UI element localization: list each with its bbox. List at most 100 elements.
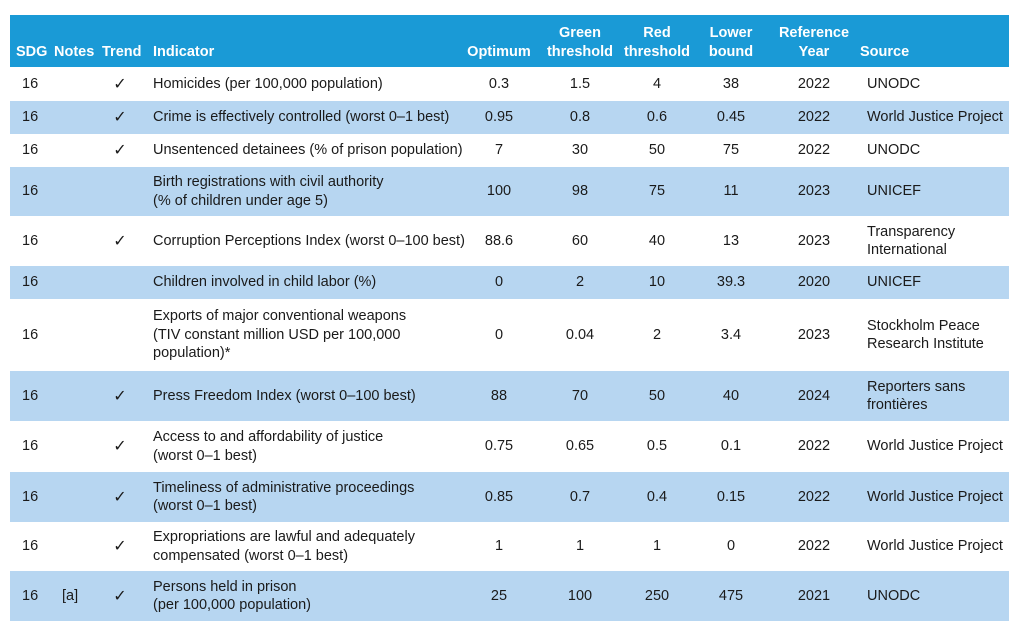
cell-red: 4 xyxy=(619,67,695,101)
cell-indicator: Children involved in child labor (%) xyxy=(153,266,465,299)
cell-optimum: 88.6 xyxy=(462,216,536,266)
cell-green: 0.04 xyxy=(542,299,618,371)
cell-source-text: Stockholm Peace Research Institute xyxy=(867,317,984,353)
cell-green: 0.8 xyxy=(542,101,618,134)
cell-sdg: 16 xyxy=(22,101,52,134)
cell-red: 50 xyxy=(619,134,695,167)
cell-sdg: 16 xyxy=(22,571,52,621)
cell-sdg-text: 16 xyxy=(22,326,39,343)
cell-year-text: 2022 xyxy=(797,538,831,555)
cell-notes: [a] xyxy=(62,571,92,621)
cell-green: 60 xyxy=(542,216,618,266)
cell-green-text: 1.5 xyxy=(569,75,591,92)
cell-year-text: 2020 xyxy=(797,274,831,291)
cell-trend: ✓ xyxy=(105,101,135,134)
cell-green-text: 0.7 xyxy=(569,488,591,505)
cell-year: 2023 xyxy=(772,216,856,266)
cell-indicator: Access to and affordability of justice (… xyxy=(153,421,465,472)
cell-source: UNODC xyxy=(867,134,1009,167)
header-lower-bound: Lower bound xyxy=(696,24,766,62)
cell-source-text: UNODC xyxy=(867,587,921,604)
cell-green-text: 2 xyxy=(575,274,585,291)
cell-optimum: 0 xyxy=(462,299,536,371)
trend-check-icon: ✓ xyxy=(113,585,127,605)
table-row: 16 Children involved in child labor (%) 0 2… xyxy=(10,266,1009,299)
cell-source: Transparency International xyxy=(867,216,1009,266)
cell-source-text: World Justice Project xyxy=(867,109,1003,126)
cell-trend: ✓ xyxy=(105,134,135,167)
cell-sdg: 16 xyxy=(22,522,52,571)
cell-sdg-text: 16 xyxy=(22,183,39,200)
cell-optimum: 100 xyxy=(462,167,536,216)
cell-trend: ✓ xyxy=(105,67,135,101)
cell-sdg: 16 xyxy=(22,167,52,216)
cell-sdg-text: 16 xyxy=(22,232,39,249)
cell-notes xyxy=(62,167,92,216)
cell-indicator-text: Birth registrations with civil authority… xyxy=(153,174,384,209)
cell-year-text: 2023 xyxy=(797,232,831,249)
cell-optimum-text: 0.3 xyxy=(488,75,510,92)
cell-notes xyxy=(62,134,92,167)
cell-lower-text: 0 xyxy=(726,538,736,555)
cell-optimum: 25 xyxy=(462,571,536,621)
cell-source-text: UNODC xyxy=(867,75,921,92)
cell-optimum: 7 xyxy=(462,134,536,167)
cell-sdg: 16 xyxy=(22,472,52,522)
cell-trend xyxy=(105,167,135,216)
cell-sdg: 16 xyxy=(22,216,52,266)
cell-optimum: 0.75 xyxy=(462,421,536,472)
header-trend: Trend xyxy=(102,44,142,60)
cell-lower: 40 xyxy=(696,371,766,421)
header-notes: Notes xyxy=(54,44,95,60)
cell-indicator: Timeliness of administrative proceedings… xyxy=(153,472,465,522)
table-header: SDG Notes Trend Indicator Optimum Green … xyxy=(10,15,1009,67)
cell-optimum-text: 88 xyxy=(490,387,508,404)
cell-lower-text: 0.45 xyxy=(716,109,746,126)
cell-lower-text: 13 xyxy=(722,232,740,249)
cell-sdg-text: 16 xyxy=(22,142,39,159)
cell-green: 2 xyxy=(542,266,618,299)
cell-lower-text: 38 xyxy=(722,75,740,92)
cell-year-text: 2021 xyxy=(797,587,831,604)
header-sdg: SDG xyxy=(16,44,48,60)
cell-year-text: 2022 xyxy=(797,438,831,455)
cell-lower: 39.3 xyxy=(696,266,766,299)
cell-notes xyxy=(62,101,92,134)
cell-optimum-text: 25 xyxy=(490,587,508,604)
cell-red: 0.4 xyxy=(619,472,695,522)
cell-sdg-text: 16 xyxy=(22,75,39,92)
cell-lower: 11 xyxy=(696,167,766,216)
cell-red-text: 0.4 xyxy=(646,488,668,505)
cell-optimum-text: 7 xyxy=(494,142,504,159)
table-row: 16 ✓ Timeliness of administrative proceedi… xyxy=(10,472,1009,522)
header-red-threshold: Red threshold xyxy=(619,24,695,62)
cell-red-text: 50 xyxy=(648,142,666,159)
cell-lower-text: 40 xyxy=(722,387,740,404)
table-row: 16 ✓ Press Freedom Index (worst 0–100 best… xyxy=(10,371,1009,421)
cell-optimum: 0.85 xyxy=(462,472,536,522)
header-ref-line2: Year xyxy=(798,44,830,60)
cell-trend xyxy=(105,266,135,299)
cell-red-text: 40 xyxy=(648,232,666,249)
cell-green-text: 60 xyxy=(571,232,589,249)
table-row: 16 Exports of major conventional weapons … xyxy=(10,299,1009,371)
cell-green-text: 1 xyxy=(575,538,585,555)
cell-sdg: 16 xyxy=(22,266,52,299)
cell-sdg-text: 16 xyxy=(22,109,39,126)
cell-trend: ✓ xyxy=(105,522,135,571)
cell-notes xyxy=(62,472,92,522)
cell-notes xyxy=(62,371,92,421)
cell-indicator-text: Children involved in child labor (%) xyxy=(153,274,377,291)
cell-sdg-text: 16 xyxy=(22,488,39,505)
trend-check-icon: ✓ xyxy=(113,107,127,127)
cell-optimum-text: 0 xyxy=(494,326,504,343)
table-row: 16 ✓ Homicides (per 100,000 population) 0.3… xyxy=(10,67,1009,101)
cell-notes xyxy=(62,522,92,571)
cell-indicator-text: Corruption Perceptions Index (worst 0–10… xyxy=(153,232,465,249)
cell-notes-text: [a] xyxy=(62,587,79,604)
cell-green-text: 0.04 xyxy=(565,326,595,343)
cell-year-text: 2022 xyxy=(797,109,831,126)
cell-indicator-text: Timeliness of administrative proceedings… xyxy=(153,479,415,515)
cell-sdg: 16 xyxy=(22,421,52,472)
cell-green: 70 xyxy=(542,371,618,421)
